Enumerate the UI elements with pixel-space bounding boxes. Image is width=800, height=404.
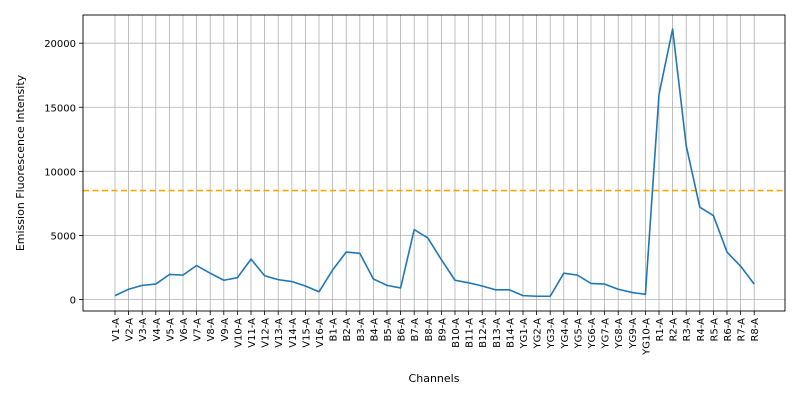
x-tick-label: B4-A — [369, 318, 380, 342]
y-tick-label: 5000 — [51, 231, 76, 242]
y-tick-label: 15000 — [44, 103, 76, 114]
x-tick-label: B10-A — [451, 318, 462, 348]
y-tick-label: 10000 — [44, 167, 76, 178]
x-tick-label: V12-A — [261, 318, 272, 348]
x-tick-label: YG2-A — [533, 318, 544, 350]
x-tick-label: B6-A — [397, 318, 408, 342]
x-tick-label: V3-A — [138, 318, 149, 342]
x-tick-label: V1-A — [111, 318, 122, 342]
series-layer — [114, 28, 755, 298]
x-tick-label: R8-A — [750, 318, 761, 342]
x-tick-label: R4-A — [696, 318, 707, 342]
x-tick-label: B11-A — [465, 318, 476, 348]
x-tick-label: B14-A — [505, 318, 516, 348]
x-tick-label: B8-A — [424, 318, 435, 342]
x-tick-label: YG1-A — [519, 318, 530, 350]
x-tick-label: V13-A — [274, 318, 285, 348]
x-tick-label: V6-A — [179, 318, 190, 342]
x-tick-label: YG10-A — [641, 318, 652, 356]
y-tick-label: 0 — [70, 295, 76, 306]
y-axis-label: Emission Fluorescence Intensity — [14, 74, 27, 251]
x-tick-label: V4-A — [152, 318, 163, 342]
x-tick-label: B3-A — [356, 318, 367, 342]
x-tick-label: YG5-A — [573, 318, 584, 350]
axes-layer: V1-A V2-A V3-A V4-A V5-A V6-A V7-A V8-A V9-A V10-… — [44, 14, 786, 356]
x-tick-label: R1-A — [655, 318, 666, 342]
x-axis-label: Channels — [409, 372, 460, 385]
x-tick-label: YG9-A — [628, 318, 639, 350]
plot-frame — [82, 14, 786, 312]
x-tick-label: YG8-A — [614, 318, 625, 350]
x-tick-label: B5-A — [383, 318, 394, 342]
x-tick-label: YG6-A — [587, 318, 598, 350]
x-tick-label: YG3-A — [546, 318, 557, 350]
x-tick-label: R3-A — [682, 318, 693, 342]
series-line — [114, 28, 755, 298]
x-tick-label: B12-A — [478, 318, 489, 348]
x-tick-label: V8-A — [206, 318, 217, 342]
x-tick-label: V16-A — [315, 318, 326, 348]
x-tick-label: R6-A — [723, 318, 734, 342]
x-tick-label: B7-A — [410, 318, 421, 342]
x-tick-label: YG7-A — [601, 318, 612, 350]
x-tick-label: B1-A — [329, 318, 340, 342]
x-tick-label: V11-A — [247, 318, 258, 348]
x-tick-label: B13-A — [492, 318, 503, 348]
x-tick-label: V5-A — [165, 318, 176, 342]
x-tick-label: R2-A — [669, 318, 680, 342]
x-tick-label: V15-A — [301, 318, 312, 348]
x-tick-label: R7-A — [737, 318, 748, 342]
x-tick-label: V9-A — [220, 318, 231, 342]
x-tick-label: V7-A — [193, 318, 204, 342]
x-tick-label: B2-A — [342, 318, 353, 342]
x-tick-label: V10-A — [233, 318, 244, 348]
y-tick-label: 20000 — [44, 39, 76, 50]
x-tick-label: YG4-A — [560, 318, 571, 350]
x-tick-label: B9-A — [437, 318, 448, 342]
x-tick-label: R5-A — [709, 318, 720, 342]
x-tick-label: V14-A — [288, 318, 299, 348]
grid-layer — [83, 15, 785, 311]
x-tick-label: V2-A — [125, 318, 136, 342]
